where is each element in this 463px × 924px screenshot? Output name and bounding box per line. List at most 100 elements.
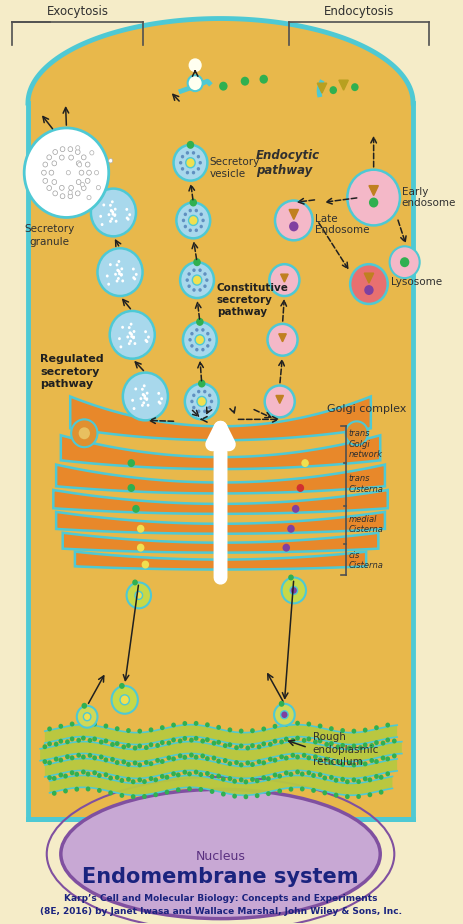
Circle shape	[216, 725, 220, 730]
Circle shape	[119, 793, 124, 797]
Circle shape	[269, 264, 299, 296]
Circle shape	[148, 761, 153, 766]
Circle shape	[385, 737, 389, 743]
Circle shape	[294, 755, 299, 760]
Circle shape	[144, 330, 147, 334]
Circle shape	[328, 760, 333, 765]
Circle shape	[47, 726, 52, 732]
Circle shape	[306, 736, 311, 741]
Polygon shape	[53, 490, 387, 514]
Circle shape	[181, 219, 185, 222]
Circle shape	[115, 726, 119, 731]
Circle shape	[100, 223, 103, 226]
Circle shape	[362, 776, 367, 782]
Circle shape	[190, 332, 193, 335]
Circle shape	[324, 757, 328, 761]
Circle shape	[63, 773, 68, 779]
Circle shape	[391, 753, 396, 759]
Circle shape	[97, 773, 101, 778]
Circle shape	[339, 728, 344, 733]
Circle shape	[350, 264, 387, 304]
Circle shape	[171, 723, 175, 727]
Circle shape	[77, 706, 97, 728]
Circle shape	[324, 742, 328, 747]
Circle shape	[119, 683, 125, 689]
Polygon shape	[288, 210, 298, 219]
Circle shape	[127, 484, 135, 492]
Circle shape	[222, 743, 227, 748]
Circle shape	[216, 759, 220, 763]
Circle shape	[306, 722, 311, 726]
Circle shape	[111, 211, 114, 213]
Circle shape	[196, 155, 200, 158]
Circle shape	[188, 58, 201, 72]
Circle shape	[357, 760, 362, 765]
Circle shape	[209, 789, 214, 794]
Circle shape	[120, 273, 123, 276]
Polygon shape	[28, 18, 412, 820]
Circle shape	[63, 788, 68, 794]
Circle shape	[391, 738, 396, 744]
Circle shape	[96, 186, 100, 189]
Circle shape	[196, 318, 203, 326]
Circle shape	[179, 161, 182, 164]
Circle shape	[131, 268, 134, 271]
Circle shape	[47, 775, 52, 780]
Circle shape	[81, 770, 86, 774]
Circle shape	[198, 161, 201, 164]
Circle shape	[199, 213, 202, 216]
Circle shape	[373, 740, 378, 745]
Circle shape	[238, 762, 243, 767]
Circle shape	[203, 390, 206, 394]
Circle shape	[65, 754, 69, 760]
Circle shape	[344, 794, 349, 799]
Circle shape	[182, 322, 216, 358]
Circle shape	[117, 269, 119, 272]
Circle shape	[311, 788, 315, 793]
Circle shape	[245, 760, 250, 765]
Circle shape	[157, 400, 160, 404]
Circle shape	[256, 745, 261, 749]
Circle shape	[143, 395, 146, 397]
Circle shape	[115, 741, 119, 746]
Circle shape	[299, 772, 304, 776]
Circle shape	[199, 225, 202, 228]
Circle shape	[58, 723, 63, 729]
Circle shape	[197, 396, 206, 407]
Circle shape	[47, 186, 51, 190]
Circle shape	[259, 75, 268, 84]
Circle shape	[207, 406, 211, 409]
Circle shape	[254, 793, 259, 798]
Circle shape	[322, 790, 326, 796]
Circle shape	[103, 723, 108, 728]
Circle shape	[183, 213, 187, 216]
Circle shape	[328, 726, 333, 731]
Circle shape	[185, 278, 188, 282]
Circle shape	[118, 273, 120, 275]
Circle shape	[344, 779, 349, 784]
Circle shape	[339, 777, 344, 782]
Circle shape	[80, 182, 84, 187]
Circle shape	[283, 722, 288, 726]
Circle shape	[369, 743, 373, 748]
Circle shape	[389, 247, 419, 278]
Circle shape	[182, 721, 187, 726]
Circle shape	[128, 342, 131, 346]
Circle shape	[88, 753, 92, 758]
Circle shape	[181, 155, 184, 158]
Circle shape	[129, 322, 132, 325]
Circle shape	[132, 505, 139, 513]
Circle shape	[289, 587, 297, 594]
Circle shape	[175, 787, 180, 792]
Circle shape	[134, 387, 137, 391]
Circle shape	[86, 772, 90, 776]
Circle shape	[182, 755, 187, 760]
Circle shape	[137, 762, 142, 768]
Circle shape	[107, 283, 110, 286]
Circle shape	[69, 736, 74, 741]
Circle shape	[227, 761, 232, 766]
Circle shape	[201, 328, 204, 332]
Circle shape	[182, 770, 187, 774]
Circle shape	[250, 762, 254, 767]
Circle shape	[145, 392, 148, 395]
